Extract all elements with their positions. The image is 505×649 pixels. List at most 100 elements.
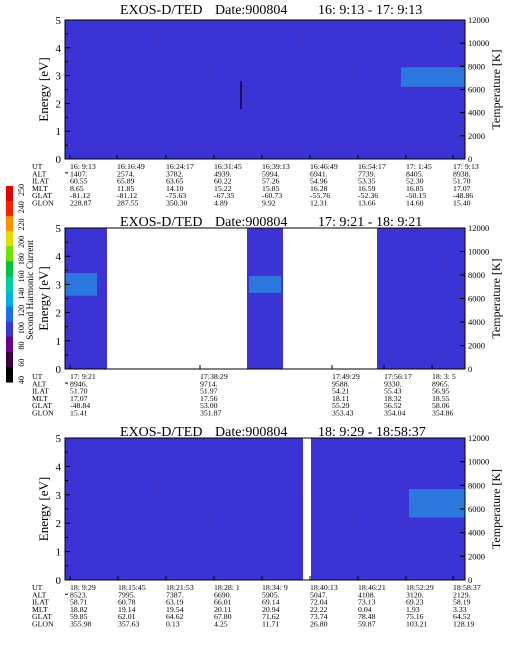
table-cell: 69.14 [262, 598, 280, 607]
table-cell: 9.92 [262, 199, 276, 208]
colorbar-block [6, 321, 13, 338]
table-cell: -81.12 [70, 191, 90, 200]
table-cell: 351.87 [200, 409, 222, 418]
y2-axis-label: Temperature [K] [489, 469, 503, 549]
table-cell: 17:56:17 [384, 372, 412, 381]
y-tick-label: 2 [56, 308, 62, 320]
table-cell: 69.23 [406, 598, 424, 607]
table-cell: 7739. [358, 169, 376, 178]
table-cell: 6690. [214, 590, 232, 599]
table-cell: 17: 1:45 [406, 162, 432, 171]
table-cell: 1.93 [406, 605, 420, 614]
table-row-label: GLAT [32, 612, 52, 621]
table-cell: 354.86 [432, 409, 454, 418]
y2-tick-label: 12000 [468, 433, 489, 443]
panel-time-range: 16: 9:13 - 17: 9:13 [318, 3, 422, 18]
table-cell: 78.48 [358, 612, 376, 621]
table-cell: -67.35 [214, 191, 234, 200]
table-row-label: MLT [32, 184, 48, 193]
colorbar-tick-label: 200 [17, 236, 26, 248]
table-cell: 52.30 [406, 177, 424, 186]
table-cell: 228.87 [70, 199, 92, 208]
table-cell: 103.21 [406, 620, 428, 629]
colorbar-block [6, 306, 13, 323]
data-gap [107, 227, 247, 370]
y-tick-label: 2 [56, 98, 62, 110]
table-cell: 16.85 [406, 184, 424, 193]
table-cell: 19.14 [118, 605, 136, 614]
colorbar-tick-label: 120 [17, 305, 26, 317]
colorbar-block [6, 351, 13, 368]
data-gap [303, 437, 311, 581]
table-row-label: ALT [32, 590, 47, 599]
table-cell: -81.12 [117, 191, 137, 200]
table-cell: 11.85 [117, 184, 134, 193]
table-cell: 15.41 [70, 409, 88, 418]
table-cell: 5047. [310, 590, 328, 599]
colorbar-tick-label: 250 [17, 184, 26, 196]
plot-noise [65, 20, 465, 159]
table-cell: 353.43 [332, 409, 354, 418]
colorbar-blocks [6, 186, 13, 383]
y-tick-label: 0 [56, 154, 62, 166]
table-cell: 15.22 [214, 184, 232, 193]
y2-tick-label: 2000 [468, 131, 485, 141]
colorbar-tick-label: 60 [17, 359, 26, 367]
colorbar-label: Second Harmonic Current [26, 240, 36, 340]
panel-date: Date:900804 [215, 215, 287, 230]
table-cell: 5905. [262, 590, 280, 599]
table-cell: 9714. [200, 379, 218, 388]
table-cell: 7995. [118, 590, 136, 599]
y-axis-label: Energy [eV] [36, 477, 51, 541]
colorbar-block [6, 366, 13, 383]
panel-title: EXOS-D/TED [120, 3, 202, 18]
table-cell: 56.52 [384, 401, 402, 410]
y-tick-label: 3 [56, 71, 62, 83]
table-row-label: ILAT [32, 387, 49, 396]
table-cell: 2574. [117, 169, 135, 178]
y2-tick-label: 2000 [468, 551, 485, 561]
colorbar-block [6, 216, 13, 232]
table-row-label: MLT [32, 605, 48, 614]
y-tick-label: 0 [56, 364, 62, 376]
table-cell: 287.55 [117, 199, 139, 208]
colorbar-block [6, 231, 13, 247]
table-cell: 18:46:21 [358, 583, 386, 592]
table-cell: 26.80 [310, 620, 328, 629]
plot-noise [65, 438, 465, 580]
colorbar-block [6, 186, 13, 202]
table-cell: 14.60 [406, 199, 424, 208]
panel-2: EXOS-D/TED Date:900804 17: 9:21 - 18: 9:21… [32, 215, 503, 418]
y-tick-label: 3 [56, 490, 62, 502]
y2-tick-label: 4000 [468, 528, 485, 538]
table-cell: 58.71 [70, 598, 88, 607]
table-cell: 4108. [358, 590, 376, 599]
y2-tick-label: 10000 [468, 247, 489, 257]
colorbar-tick-label: 80 [17, 341, 26, 349]
colorbar-tick-label: 240 [17, 201, 26, 213]
table-cell: 56.95 [432, 387, 450, 396]
panel-time-range: 17: 9:21 - 18: 9:21 [318, 215, 422, 230]
table-cell: 60.22 [214, 177, 232, 186]
table-cell: 354.04 [384, 409, 406, 418]
colorbar-tick-label: 100 [17, 322, 26, 334]
colorbar-block [6, 336, 13, 353]
y2-tick-label: 12000 [468, 15, 489, 25]
table-cell: 18:21:53 [166, 583, 194, 592]
y-tick-label: 5 [56, 15, 62, 27]
panel-time-range: 18: 9:29 - 18:58:37 [318, 425, 426, 440]
table-cell: 8405. [406, 169, 424, 178]
table-cell: 58.06 [432, 401, 450, 410]
table-cell: 16.28 [310, 184, 328, 193]
table-row-label: GLON [32, 620, 54, 629]
table-cell: 54.21 [332, 387, 350, 396]
colorbar-block [6, 276, 13, 293]
table-cell: 53.00 [200, 401, 218, 410]
y2-tick-label: 6000 [468, 85, 485, 95]
table-cell: 9330. [384, 379, 402, 388]
table-cell: 8946. [70, 379, 88, 388]
y-tick-label: 1 [56, 336, 62, 348]
table-cell: -75.63 [166, 191, 186, 200]
table-cell: 59.87 [358, 620, 376, 629]
